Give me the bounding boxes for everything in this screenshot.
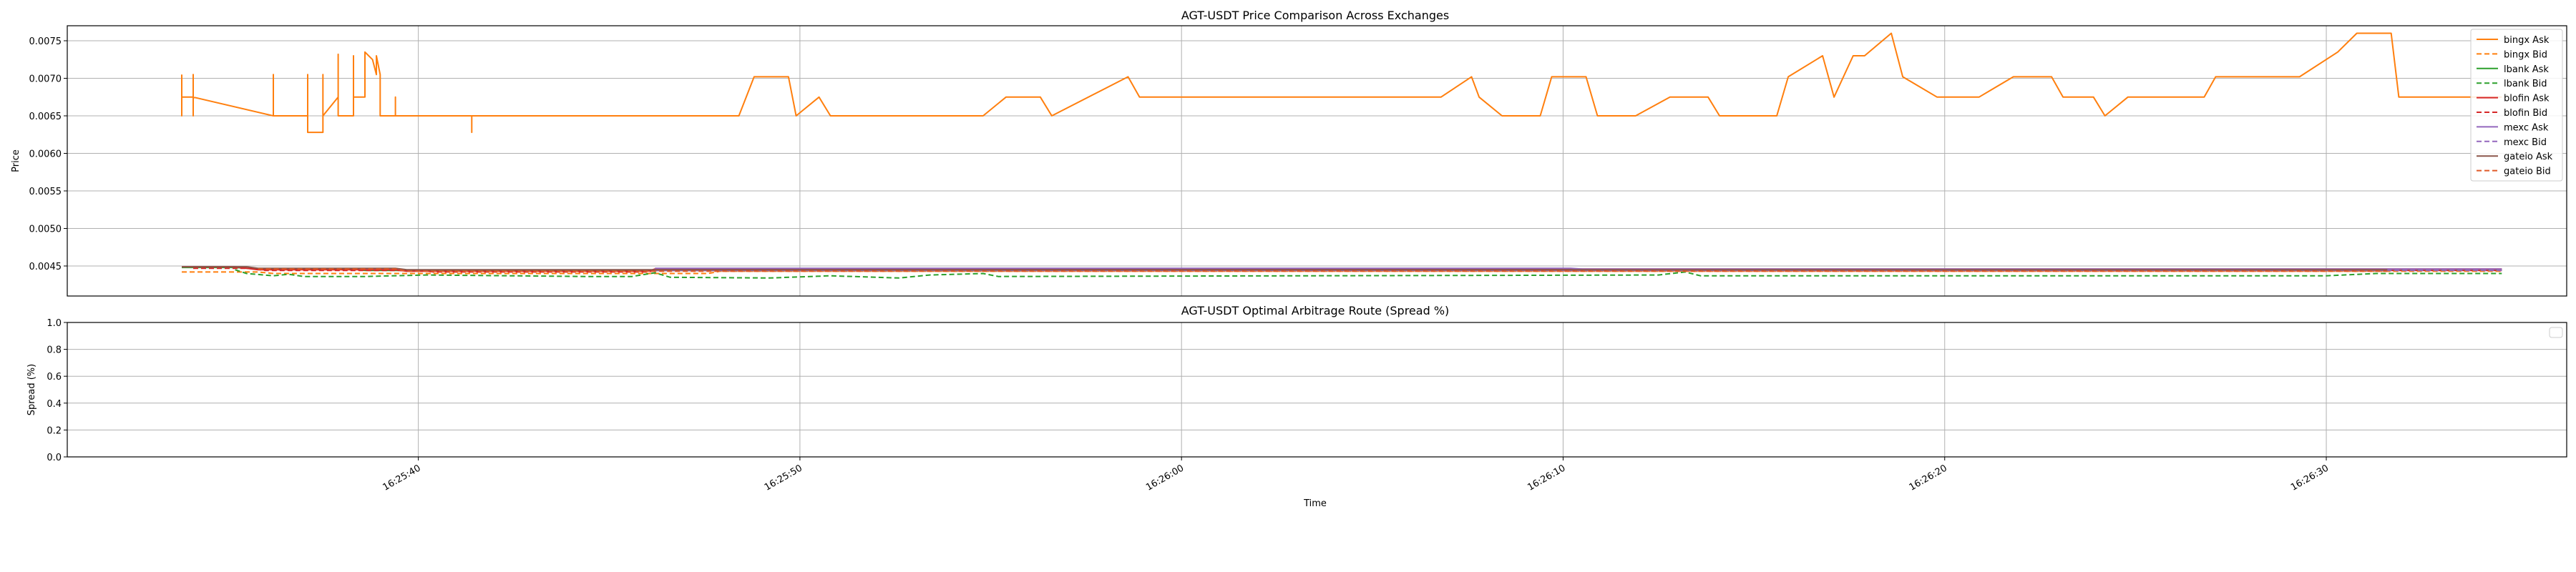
price-legend: bingx Ask bingx Bid lbank Ask lbank Bid blof… (2470, 29, 2563, 182)
legend-label: mexc Ask (2504, 122, 2549, 133)
legend-label: blofin Ask (2504, 94, 2550, 104)
price-chart-title: AGT-USDT Price Comparison Across Exchang… (1181, 9, 1449, 22)
price-y-tick-label: 0.0075 (29, 36, 62, 47)
series-line-gateio-ask (182, 266, 2388, 271)
spread-axes-frame (67, 322, 2567, 458)
legend-label: gateio Ask (2504, 152, 2553, 162)
price-y-axis-label: Price (11, 149, 21, 172)
time-x-axis-label: Time (1303, 498, 1327, 509)
spread-legend-box (2549, 327, 2563, 338)
price-y-tick-label: 0.0060 (29, 149, 62, 160)
spread-y-tick-label: 0.6 (47, 372, 62, 383)
series-line-gateio-bid (258, 268, 2388, 272)
spread-y-axis-label: Spread (%) (26, 364, 37, 415)
price-panel: AGT-USDT Price Comparison Across Exchang… (11, 9, 2567, 297)
spread-y-tick-label: 0.4 (47, 399, 62, 410)
legend-label: mexc Bid (2504, 137, 2547, 148)
price-y-ticks: 0.0045 0.0050 0.0055 0.0060 0.0065 0.0070 0.00… (29, 36, 67, 272)
spread-chart-title: AGT-USDT Optimal Arbitrage Route (Spread… (1181, 304, 1450, 317)
legend-label: lbank Bid (2504, 79, 2547, 89)
spread-y-tick-label: 0.2 (47, 425, 62, 436)
spread-y-tick-label: 0.8 (47, 345, 62, 356)
spread-y-tick-label: 0.0 (47, 453, 62, 463)
price-legend-box (2470, 29, 2563, 182)
price-y-tick-label: 0.0065 (29, 112, 62, 122)
legend-label: bingx Bid (2504, 49, 2547, 60)
spread-y-ticks: 0.0 0.2 0.4 0.6 0.8 1.0 (47, 318, 67, 463)
series-line-mexc-ask (655, 267, 2502, 270)
price-y-tick-label: 0.0070 (29, 74, 62, 85)
legend-label: lbank Ask (2504, 64, 2549, 75)
legend-label: blofin Bid (2504, 108, 2547, 119)
spread-y-tick-label: 1.0 (47, 318, 62, 329)
series-line-bingx-ask (181, 32, 2502, 134)
price-grid (67, 26, 2567, 296)
price-y-tick-label: 0.0050 (29, 225, 62, 235)
legend-label: gateio Bid (2504, 167, 2551, 177)
series-line-lbank-bid (235, 269, 2502, 279)
price-axes-frame (67, 25, 2567, 297)
price-y-tick-label: 0.0055 (29, 187, 62, 197)
legend-label: bingx Ask (2504, 35, 2550, 46)
price-y-tick-label: 0.0045 (29, 262, 62, 272)
price-series-group (181, 32, 2502, 279)
